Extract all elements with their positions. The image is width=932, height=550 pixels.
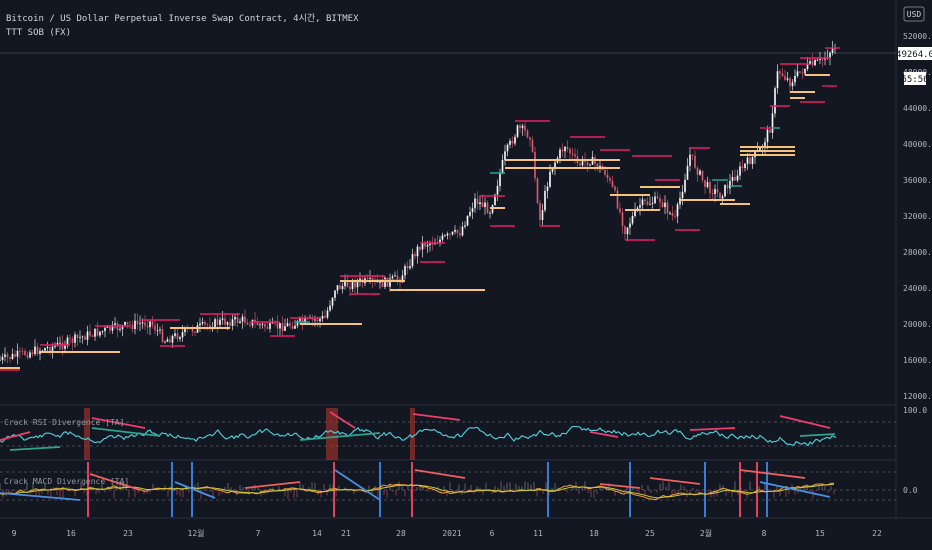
time-tick-label: 9	[12, 529, 17, 538]
price-tick-label: 44000.0	[903, 104, 932, 113]
time-tick-label: 25	[645, 529, 655, 538]
time-axis[interactable]: 9 16 23 12월 7 14 21 28 2021 6 11 18 25 2월 8 15 22	[12, 528, 882, 538]
rsi-scale-label: 100.0	[903, 406, 927, 415]
symbol-title[interactable]: Bitcoin / US Dollar Perpetual Inverse Sw…	[6, 14, 359, 24]
time-tick-label: 22	[872, 529, 882, 538]
swing-levels	[0, 47, 840, 371]
time-tick-label: 2월	[700, 528, 712, 538]
price-tick-label: 36000.0	[903, 176, 932, 185]
countdown-tag: 55:56	[901, 72, 929, 85]
price-tick-label: 40000.0	[903, 140, 932, 149]
time-tick-label: 7	[256, 529, 261, 538]
time-tick-label: 21	[341, 529, 351, 538]
time-tick-label: 23	[123, 529, 133, 538]
time-tick-label: 6	[490, 529, 495, 538]
price-tick-label: 28000.0	[903, 248, 932, 257]
time-tick-label: 18	[589, 529, 599, 538]
macd-indicator-title[interactable]: Crack MACD Divergence [TA]	[4, 477, 130, 486]
time-tick-label: 28	[396, 529, 406, 538]
time-tick-label: 14	[312, 529, 322, 538]
price-tick-label: 24000.0	[903, 284, 932, 293]
time-tick-label: 15	[815, 529, 825, 538]
svg-text:55:56: 55:56	[901, 75, 928, 85]
svg-text:USD: USD	[907, 10, 922, 19]
time-tick-label: 8	[762, 529, 767, 538]
price-tick-label: 12000.0	[903, 392, 932, 401]
time-tick-label: 2021	[442, 529, 461, 538]
rsi-indicator-title[interactable]: Crack RSI Divergence [TA]	[4, 418, 125, 427]
macd-scale-label: 0.0	[903, 486, 918, 495]
time-tick-label: 16	[66, 529, 76, 538]
indicator-title[interactable]: TTT SOB (FX)	[6, 28, 72, 38]
last-price-tag: 49264.0	[896, 47, 932, 60]
price-tick-label: 20000.0	[903, 320, 932, 329]
time-tick-label: 11	[533, 529, 543, 538]
svg-text:49264.0: 49264.0	[896, 50, 932, 60]
price-tick-label: 32000.0	[903, 212, 932, 221]
price-tick-label: 16000.0	[903, 356, 932, 365]
macd-pane[interactable]	[0, 462, 896, 517]
rsi-pane[interactable]	[0, 408, 896, 460]
currency-button[interactable]: USD	[903, 6, 925, 22]
price-tick-label: 52000.0	[903, 32, 932, 41]
time-tick-label: 12월	[188, 528, 205, 538]
